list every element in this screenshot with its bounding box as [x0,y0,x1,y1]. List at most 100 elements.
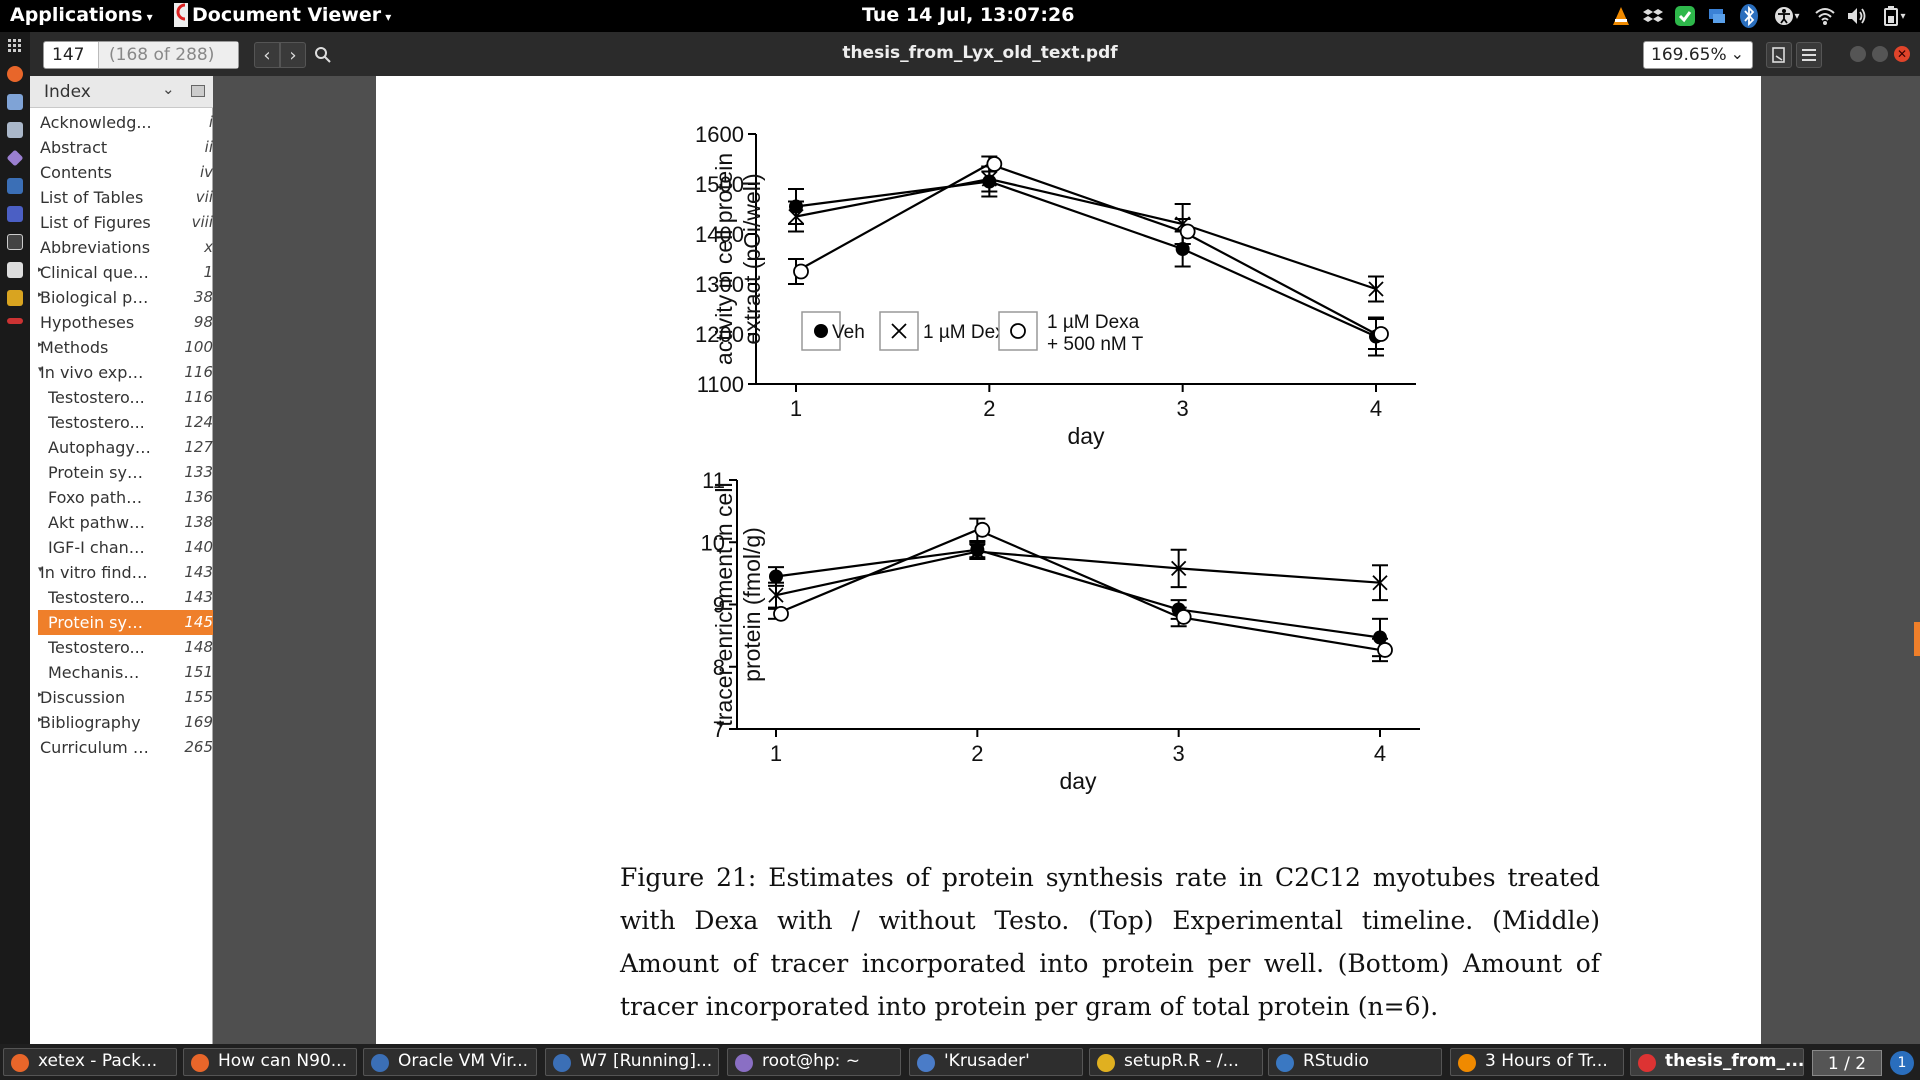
toc-item[interactable]: ▸ Bibliography 169 [38,710,213,735]
dropdown-arrow-icon: ▾ [1794,10,1800,22]
toc-item[interactable]: Abbreviations x [38,235,213,260]
calculator-icon[interactable] [7,206,23,222]
vlc-icon[interactable] [1610,5,1632,27]
workspace-pager[interactable]: 1 / 2 [1812,1050,1882,1076]
toc-item[interactable]: Curriculum vi... 265 [38,735,213,760]
dropbox-icon[interactable] [1642,5,1664,27]
annotate-button[interactable] [1766,42,1792,68]
toc-item[interactable]: ▸ Discussion 155 [38,685,213,710]
notification-badge[interactable]: 1 [1890,1051,1914,1075]
toc-item-page: 133 [184,463,213,481]
files-icon[interactable] [7,122,23,138]
close-button[interactable]: ✕ [1894,46,1910,62]
toc-item[interactable]: Protein synt... 133 [38,460,213,485]
update-check-icon[interactable] [1674,5,1696,27]
taskbar-item-label: RStudio [1303,1051,1369,1071]
accessibility-icon[interactable]: ▾ [1770,5,1804,27]
collapsed-triangle-icon[interactable]: ▸ [38,690,43,700]
collapsed-triangle-icon[interactable]: ▸ [38,715,43,725]
toc-item[interactable]: Akt pathwa... 138 [38,510,213,535]
volume-icon[interactable] [1846,5,1868,27]
data-point-dexa [1368,281,1384,297]
expanded-triangle-icon[interactable]: ▾ [38,565,43,575]
toc-item[interactable]: Testostero... 143 [38,585,213,610]
toc-item[interactable]: List of Tables vii [38,185,213,210]
toc-item[interactable]: Protein synt... 145 [38,610,213,635]
page-number-input[interactable]: 147 [52,45,85,65]
zoom-select[interactable]: 169.65% ⌄ [1643,41,1753,69]
app-icon [917,1054,935,1072]
previous-page-button[interactable]: ‹ [254,42,280,68]
toc-item-page: 155 [184,688,213,706]
taskbar-item[interactable]: 'Krusader' [909,1048,1083,1076]
taskbar-item[interactable]: root@hp: ~ [727,1048,901,1076]
toc-item[interactable]: ▸ Biological pr... 38 [38,285,213,310]
taskbar-item[interactable]: How can N90... [183,1048,357,1076]
grid-menu-icon[interactable] [7,38,23,54]
toc-item[interactable]: List of Figures viii [38,210,213,235]
bluetooth-icon[interactable] [1738,4,1760,28]
expanded-triangle-icon[interactable]: ▾ [38,365,43,375]
data-point-dexa-testo [1179,223,1196,240]
toc-item[interactable]: ▾ In vivo experi... 116 [38,360,213,385]
toc-item-page: 169 [184,713,213,731]
collapsed-triangle-icon[interactable]: ▸ [38,340,43,350]
network-share-icon[interactable] [1706,5,1728,27]
toc-item[interactable]: ▸ Methods 100 [38,335,213,360]
toc-item-title: Methods [40,338,109,357]
wifi-icon[interactable] [1814,5,1836,27]
toc-item[interactable]: Contents iv [38,160,213,185]
zoom-value: 169.65% [1651,45,1727,65]
collapsed-triangle-icon[interactable]: ▸ [38,290,43,300]
toc-item[interactable]: Autophagy ... 127 [38,435,213,460]
y-tick-label: 1100 [697,372,744,397]
x-app-icon[interactable] [7,262,23,278]
taskbar-item[interactable]: xetex - Pack... [3,1048,177,1076]
app-menu[interactable]: Document Viewer ▾ [192,4,391,26]
x-axis-label: day [1067,423,1105,449]
toc-item[interactable]: Testostero... 148 [38,635,213,660]
toc-item[interactable]: Abstract ii [38,135,213,160]
taskbar-item[interactable]: thesis_from_... [1630,1048,1804,1076]
sidebar-toggle-icon[interactable] [191,85,205,97]
taskbar-item[interactable]: 3 Hours of Tr... [1450,1048,1624,1076]
taskbar-item[interactable]: Oracle VM Vir... [363,1048,537,1076]
applications-menu[interactable]: Applications ▾ [10,4,153,26]
text-editor-icon[interactable] [7,94,23,110]
battery-icon[interactable]: ▾ [1878,5,1912,27]
chart-tracer-activity: 1100 1200 1300 1400 1500 1600 1 2 3 4 day activity … [695,122,1416,449]
toc-item[interactable]: IGF-I chang... 140 [38,535,213,560]
next-page-button[interactable]: › [280,42,306,68]
hamburger-menu-icon [1802,49,1816,61]
minimize-button[interactable] [1850,46,1866,62]
taskbar-item[interactable]: W7 [Running]... [545,1048,719,1076]
toc-item[interactable]: Foxo pathw... 136 [38,485,213,510]
scrollbar[interactable] [1914,622,1920,656]
toc-item[interactable]: ▾In vitro findings 143 [38,560,213,585]
misc-app-icon[interactable] [7,318,23,324]
page-number-field[interactable]: 147 (168 of 288) [43,41,239,69]
virtualbox-icon[interactable] [7,178,23,194]
menu-button[interactable] [1796,42,1822,68]
sidebar-mode-select[interactable]: Index [44,82,91,102]
firefox-icon[interactable] [7,66,23,82]
diamond-app-icon[interactable] [6,149,24,167]
terminal-icon[interactable] [7,234,23,250]
maximize-button[interactable] [1872,46,1888,62]
toc-item[interactable]: Mechanism... 151 [38,660,213,685]
taskbar-item[interactable]: RStudio [1268,1048,1442,1076]
cross-stroke [1368,281,1384,297]
document-view[interactable]: 1100 1200 1300 1400 1500 1600 1 2 3 4 day activity … [213,76,1920,1044]
toc-item[interactable]: Testostero... 116 [38,385,213,410]
gimp-icon[interactable] [7,290,23,306]
clock[interactable]: Tue 14 Jul, 13:07:26 [862,4,1075,26]
taskbar-item[interactable]: setupR.R - /... [1089,1048,1263,1076]
toc-item[interactable]: Acknowledg... i [38,110,213,135]
series-line [775,528,1381,652]
chevron-down-icon[interactable]: ⌄ [162,80,175,98]
collapsed-triangle-icon[interactable]: ▸ [38,265,43,275]
toc-item[interactable]: ▸ Clinical quest... 1 [38,260,213,285]
toc-item[interactable]: Testostero... 124 [38,410,213,435]
search-button[interactable] [310,42,336,68]
toc-item[interactable]: Hypotheses 98 [38,310,213,335]
